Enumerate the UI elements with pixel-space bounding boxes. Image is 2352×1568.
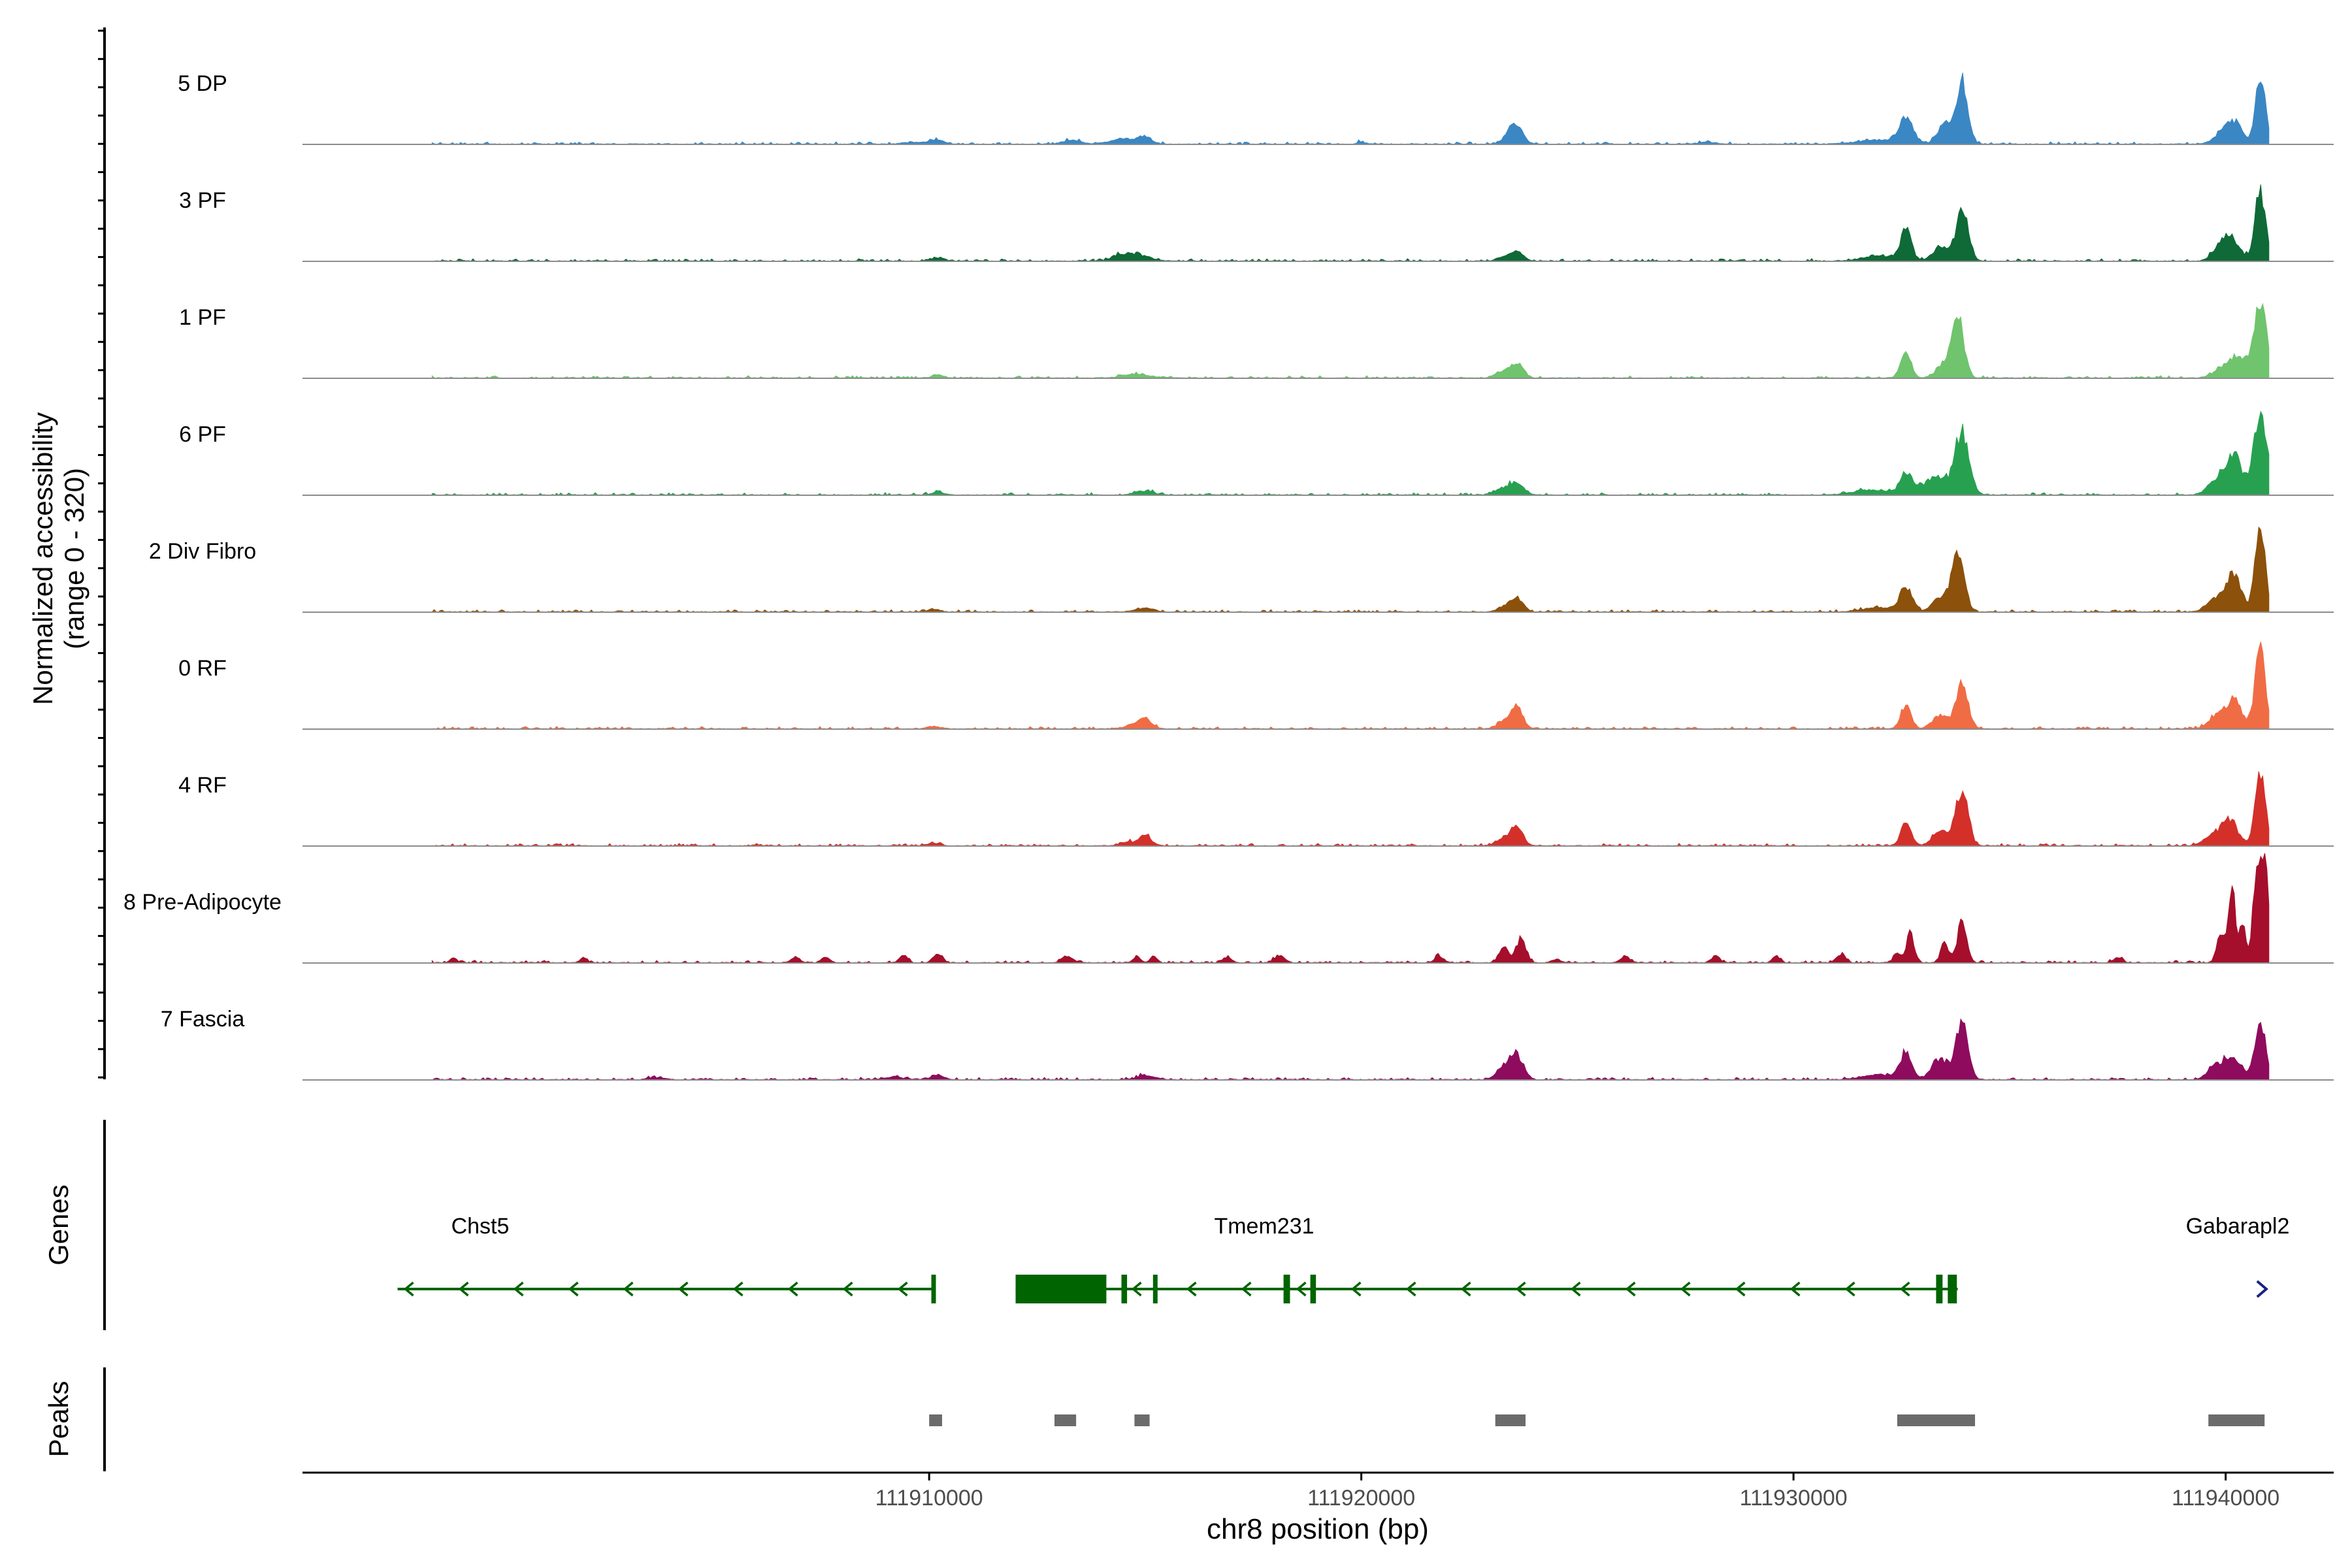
gene-strand-arrow bbox=[513, 1281, 524, 1297]
track-label: 1 PF bbox=[179, 305, 226, 330]
gene-strand-arrow bbox=[1186, 1281, 1197, 1297]
track-label: 5 DP bbox=[178, 71, 227, 96]
track-7-fascia: 7 Fascia bbox=[161, 1007, 2334, 1081]
gene-strand-arrow bbox=[1899, 1281, 1910, 1297]
coverage-area bbox=[431, 1018, 2270, 1081]
track-label: 2 Div Fibro bbox=[149, 539, 256, 564]
x-tick-label: 111940000 bbox=[2172, 1486, 2279, 1511]
gene-label: Chst5 bbox=[451, 1214, 510, 1239]
gene-strand-arrow bbox=[787, 1281, 798, 1297]
track-6-pf: 6 PF bbox=[179, 410, 2334, 496]
gene-strand-arrow bbox=[1296, 1281, 1307, 1297]
gene-strand-arrow bbox=[1789, 1281, 1801, 1297]
gene-strand-arrow bbox=[1460, 1281, 1471, 1297]
gene-strand-arrow bbox=[2256, 1280, 2268, 1298]
gene-strand-arrow bbox=[1241, 1281, 1252, 1297]
coverage-area bbox=[431, 771, 2270, 847]
coverage-area bbox=[431, 642, 2270, 730]
coverage-axis bbox=[98, 27, 106, 1079]
y-axis-label-line1: Normalized accessibility bbox=[27, 412, 58, 705]
gene-strand-arrow bbox=[1625, 1281, 1636, 1297]
gene-strand-arrow bbox=[458, 1281, 469, 1297]
track-0-rf: 0 RF bbox=[178, 642, 2334, 730]
coverage-area bbox=[431, 73, 2270, 145]
x-axis: 111910000 111920000 111930000 111940000 bbox=[875, 1473, 2279, 1511]
coverage-area bbox=[431, 526, 2270, 613]
gene-strand-arrow bbox=[732, 1281, 743, 1297]
gene-strand-arrow bbox=[897, 1281, 908, 1297]
gene-strand-arrow bbox=[568, 1281, 579, 1297]
track-5-dp: 5 DP bbox=[178, 71, 2334, 145]
peak-region bbox=[1495, 1414, 1526, 1426]
gene-gabarapl2: Gabarapl2 bbox=[2186, 1214, 2290, 1298]
gene-exon bbox=[1015, 1275, 1107, 1303]
gene-strand-arrow bbox=[1515, 1281, 1526, 1297]
peaks-track bbox=[929, 1414, 2265, 1426]
gene-exon bbox=[1283, 1275, 1290, 1303]
gene-strand-arrow bbox=[842, 1281, 853, 1297]
peaks-axis-label: Peaks bbox=[43, 1381, 74, 1458]
gene-exon bbox=[931, 1275, 936, 1303]
coverage-area bbox=[431, 410, 2270, 496]
track-label: 0 RF bbox=[178, 656, 227, 681]
x-tick-label: 111930000 bbox=[1740, 1486, 1848, 1511]
gene-strand-arrow bbox=[678, 1281, 689, 1297]
track-label: 8 Pre-Adipocyte bbox=[123, 890, 282, 915]
track-label: 6 PF bbox=[179, 422, 226, 447]
gene-label: Tmem231 bbox=[1214, 1214, 1314, 1239]
gene-strand-arrow bbox=[1570, 1281, 1581, 1297]
peak-region bbox=[929, 1414, 942, 1426]
coverage-area bbox=[431, 302, 2270, 379]
gene-tmem231: Tmem231 bbox=[1015, 1214, 1958, 1303]
gene-exon bbox=[1948, 1275, 1957, 1303]
track-8-pre-adipocyte: 8 Pre-Adipocyte bbox=[123, 853, 2334, 964]
y-axis-label-line2: (range 0 - 320) bbox=[59, 468, 90, 649]
x-axis-label: chr8 position (bp) bbox=[1207, 1513, 1429, 1545]
gene-exon bbox=[1152, 1275, 1158, 1303]
gene-strand-arrow bbox=[1405, 1281, 1416, 1297]
gene-exon bbox=[1936, 1275, 1943, 1303]
gene-strand-arrow bbox=[403, 1281, 414, 1297]
track-label: 7 Fascia bbox=[161, 1007, 245, 1032]
gene-annotation-track: Chst5 Tmem231 Gabarapl2 bbox=[397, 1214, 2290, 1303]
peak-region bbox=[1134, 1414, 1150, 1426]
gene-strand-arrow bbox=[1844, 1281, 1855, 1297]
track-1-pf: 1 PF bbox=[179, 302, 2334, 379]
coverage-area bbox=[432, 184, 2270, 262]
gene-exon bbox=[1121, 1275, 1128, 1303]
gene-strand-arrow bbox=[1680, 1281, 1691, 1297]
gene-strand-arrow bbox=[1735, 1281, 1746, 1297]
track-3-pf: 3 PF bbox=[179, 184, 2334, 262]
track-label: 3 PF bbox=[179, 188, 226, 213]
x-tick-label: 111910000 bbox=[875, 1486, 983, 1511]
gene-strand-arrow bbox=[623, 1281, 634, 1297]
peak-region bbox=[2208, 1414, 2265, 1426]
coverage-area bbox=[431, 853, 2270, 964]
track-4-rf: 4 RF bbox=[178, 771, 2334, 847]
track-2-div-fibro: 2 Div Fibro bbox=[149, 526, 2334, 613]
track-label: 4 RF bbox=[178, 773, 227, 798]
coverage-tracks: 5 DP 3 PF 1 PF 6 PF 2 Div Fibro 0 RF 4 RF 8 Pre… bbox=[123, 71, 2334, 1081]
peak-region bbox=[1054, 1414, 1077, 1426]
gene-chst5: Chst5 bbox=[397, 1214, 936, 1303]
gene-strand-arrow bbox=[1131, 1281, 1142, 1297]
peak-region bbox=[1897, 1414, 1975, 1426]
gene-label: Gabarapl2 bbox=[2186, 1214, 2290, 1239]
gene-exon bbox=[1310, 1275, 1316, 1303]
gene-strand-arrow bbox=[1350, 1281, 1362, 1297]
genes-axis-label: Genes bbox=[43, 1184, 74, 1266]
x-tick-label: 111920000 bbox=[1307, 1486, 1415, 1511]
